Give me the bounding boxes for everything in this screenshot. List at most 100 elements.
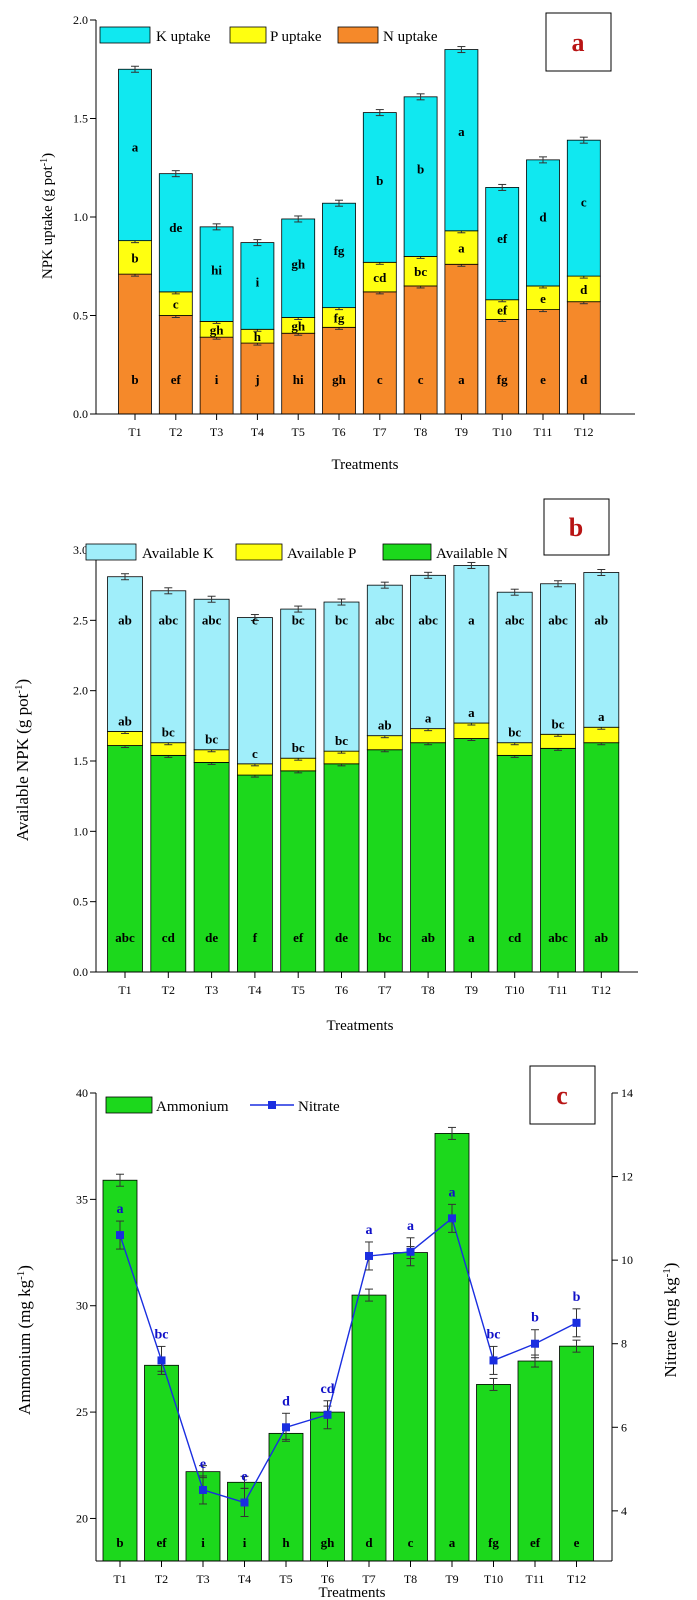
y-tick-label: 2.0 [73,13,88,27]
letter-ammonium-t6: gh [321,1535,336,1550]
letter-available-k-t5: bc [292,613,305,628]
legend-swatch-p-uptake [229,26,267,44]
letter-available-n-t2: cd [162,930,176,945]
panel-a-x-axis-label: Treatments [332,457,399,473]
letter-available-k-t1: ab [118,613,132,628]
letter-ammonium-t4: i [243,1535,247,1550]
x-tick-label-t9: T9 [445,1572,458,1586]
legend-marker-nitrate [268,1101,276,1109]
bar-available-k-t6 [323,601,360,752]
y-tick-label: 4 [621,1504,627,1518]
x-tick-label-t2: T2 [169,425,182,439]
letter-available-k-t2: abc [159,613,179,628]
x-tick-label-t12: T12 [592,983,611,997]
letter-available-p-t10: bc [508,725,521,740]
panel-a-y-ticks: 0.0 0.5 1.0 1.5 2.0 [73,13,96,421]
x-tick-label-t11: T11 [549,983,568,997]
bar-n-uptake-t7 [362,291,397,415]
panel-a-y-axis-label: NPK uptake (g pot-1) [39,153,56,279]
bar-ammonium-t8 [393,1252,428,1562]
letter-ammonium-t9: a [449,1535,456,1550]
letter-k-uptake-t6: fg [334,243,345,258]
letter-available-n-t7: bc [378,930,391,945]
letter-ammonium-t3: i [201,1535,205,1550]
x-tick-label-t4: T4 [248,983,261,997]
letter-p-uptake-t11: e [540,291,546,306]
letter-k-uptake-t11: d [539,210,547,225]
letter-n-uptake-t3: i [215,372,219,387]
x-tick-label-t3: T3 [205,983,218,997]
legend-label-nitrate: Nitrate [298,1099,340,1115]
letter-available-k-t9: a [468,613,475,628]
nitrate-point-t1 [116,1231,124,1240]
letter-available-n-t1: abc [115,930,135,945]
letter-n-uptake-t1: b [131,372,138,387]
bar-available-k-t7 [366,584,403,737]
x-tick-label-t11: T11 [526,1572,545,1586]
bar-available-n-t9 [453,738,490,973]
letter-available-n-t12: ab [594,930,608,945]
bar-available-k-t1 [107,576,143,732]
letter-available-n-t3: de [205,930,218,945]
x-tick-label-t4: T4 [238,1572,251,1586]
x-tick-label-t6: T6 [332,425,345,439]
y-tick-label: 2.5 [73,613,88,627]
x-tick-label-t2: T2 [162,983,175,997]
bar-k-uptake-t10 [485,187,520,301]
bar-available-n-t3 [193,762,230,973]
bar-k-uptake-t1 [118,68,152,242]
x-tick-label-t3: T3 [196,1572,209,1586]
letter-p-uptake-t6: fg [334,310,345,325]
letter-available-k-t7: abc [375,613,395,628]
y-tick-label: 2.0 [73,684,88,698]
letter-n-uptake-t5: hi [293,372,304,387]
legend-swatch-n-uptake [337,26,379,44]
letter-ammonium-t10: fg [488,1535,499,1550]
x-tick-label-t10: T10 [484,1572,503,1586]
panel-a-legend: K uptake P uptake N uptake [99,26,438,45]
panel-c: b ef i i h gh d c a fg ef e a bc e e d cd a a a bc b b 20 25 30 35… [15,1065,680,1600]
bar-available-k-t10 [496,591,533,744]
letter-p-uptake-t2: c [173,297,179,312]
bar-n-uptake-t9 [444,263,479,415]
letter-available-k-t6: bc [335,613,348,628]
letter-k-uptake-t3: hi [211,262,222,277]
letter-ammonium-t7: d [365,1535,373,1550]
y-tick-label: 0.0 [73,965,88,979]
panel-b-x-axis-label: Treatments [327,1018,394,1034]
x-tick-label-t12: T12 [574,425,593,439]
panel-c-bars [102,1126,594,1562]
bar-ammonium-t11 [517,1360,553,1562]
legend-label-ammonium: Ammonium [156,1099,229,1115]
legend-label-available-k: Available K [142,546,214,562]
letter-nitrate-t2: bc [155,1327,169,1342]
letter-p-uptake-t8: bc [414,264,427,279]
nitrate-point-t6 [323,1410,332,1419]
nitrate-point-t5 [282,1423,290,1432]
bar-available-k-t8 [410,574,447,730]
letter-n-uptake-t6: gh [332,372,347,387]
letter-p-uptake-t1: b [131,250,138,265]
letter-available-p-t1: ab [118,713,132,728]
bar-available-k-t2 [150,590,187,744]
legend-swatch-ammonium [105,1096,153,1114]
panel-b-legend: Available K Available P Available N [85,543,508,562]
nitrate-point-t11 [531,1339,539,1348]
panel-b-bars [107,561,620,973]
bar-available-n-t6 [323,763,360,973]
letter-k-uptake-t2: de [169,220,182,235]
bar-n-uptake-t2 [158,315,193,415]
bar-k-uptake-t5 [281,218,316,318]
letter-available-k-t12: ab [594,613,608,628]
letter-p-uptake-t5: gh [291,318,306,333]
letter-k-uptake-t5: gh [291,256,306,271]
bar-n-uptake-t8 [403,285,438,415]
bar-k-uptake-t9 [444,49,479,232]
letter-available-p-t12: a [598,709,605,724]
bar-ammonium-t5 [268,1432,304,1562]
bar-p-uptake-t12 [566,275,601,303]
y-tick-label: 30 [76,1299,88,1313]
letter-k-uptake-t4: i [256,275,260,290]
legend-swatch-available-p [235,543,283,561]
